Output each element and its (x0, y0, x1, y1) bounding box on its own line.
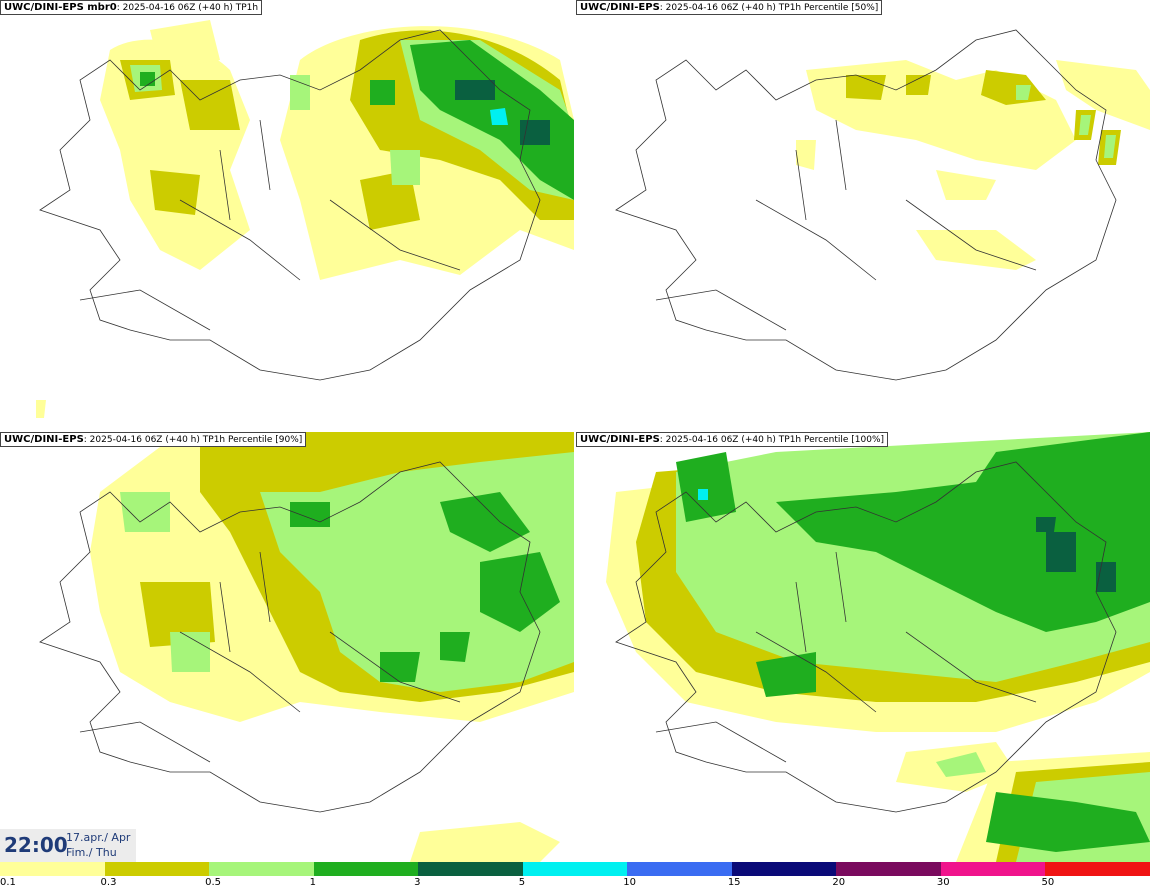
colorbar-segment (418, 862, 523, 876)
iceland-coastline (615, 461, 1117, 813)
colorbar-segment (836, 862, 941, 876)
colorbar-segment (940, 862, 1046, 876)
colorbar-tick-label: 10 (623, 877, 636, 888)
colorbar-tick-label: 0.3 (100, 877, 117, 888)
colorbar-tick-label: 0.5 (205, 877, 221, 888)
colorbar-segment (313, 862, 419, 876)
precip-high-fill (1016, 85, 1116, 158)
colorbar-segment (627, 862, 732, 876)
colorbar-segment (522, 862, 628, 876)
panel-title: UWC/DINI-EPS mbr0: 2025-04-16 06Z (+40 h… (0, 0, 263, 15)
precipitation-map (615, 29, 1150, 381)
panel-title: UWC/DINI-EPS: 2025-04-16 06Z (+40 h) TP1… (576, 0, 883, 15)
precip-colorbar (0, 862, 1150, 876)
colorbar-segment (0, 862, 105, 876)
valid-date-line2: Fim./ Thu (66, 846, 117, 859)
panel-title: UWC/DINI-EPS: 2025-04-16 06Z (+40 h) TP1… (0, 432, 307, 447)
colorbar-tick-label: 1 (309, 877, 316, 888)
map-panel-p100: UWC/DINI-EPS: 2025-04-16 06Z (+40 h) TP1… (576, 432, 1150, 862)
colorbar-tick-label: 15 (727, 877, 741, 888)
colorbar-segment (104, 862, 210, 876)
precip-3mm-fill (1036, 517, 1116, 592)
colorbar-segment (731, 862, 837, 876)
valid-date-line1: 17.apr./ Apr (66, 831, 131, 844)
colorbar-segment (209, 862, 314, 876)
valid-time-box: 22:00 17.apr./ Apr Fim./ Thu (0, 829, 136, 862)
precipitation-map (39, 432, 574, 862)
precipitation-map (606, 432, 1150, 862)
colorbar-segment (1045, 862, 1150, 876)
colorbar-tick-label: 0.1 (0, 877, 16, 888)
colorbar-tick-label: 5 (518, 877, 526, 888)
precip-3mm-fill (455, 80, 550, 145)
colorbar-tick-label: 3 (414, 877, 421, 888)
map-panel-p50: UWC/DINI-EPS: 2025-04-16 06Z (+40 h) TP1… (576, 0, 1150, 429)
colorbar-tick-label: 20 (832, 877, 846, 888)
iceland-coastline (39, 29, 541, 381)
map-panel-mbr0: UWC/DINI-EPS mbr0: 2025-04-16 06Z (+40 h… (0, 0, 574, 429)
panel-divider-horizontal (0, 429, 1150, 432)
precip-5mm-fill (698, 489, 708, 500)
iceland-coastline (39, 461, 541, 813)
colorbar-tick-label: 30 (936, 877, 950, 888)
iceland-coastline (615, 29, 1117, 381)
colorbar-tick-label: 50 (1041, 877, 1055, 888)
colorbar-ticks: 0.1 0.3 0.5 1 3 5 10 15 20 30 50 (0, 877, 1150, 891)
precipitation-map (36, 20, 574, 418)
panel-title: UWC/DINI-EPS: 2025-04-16 06Z (+40 h) TP1… (576, 432, 889, 447)
valid-time-clock: 22:00 (4, 833, 68, 857)
map-panel-p90: UWC/DINI-EPS: 2025-04-16 06Z (+40 h) TP1… (0, 432, 574, 862)
precip-1mm-fill (676, 432, 1150, 852)
precip-5mm-fill (490, 108, 508, 125)
